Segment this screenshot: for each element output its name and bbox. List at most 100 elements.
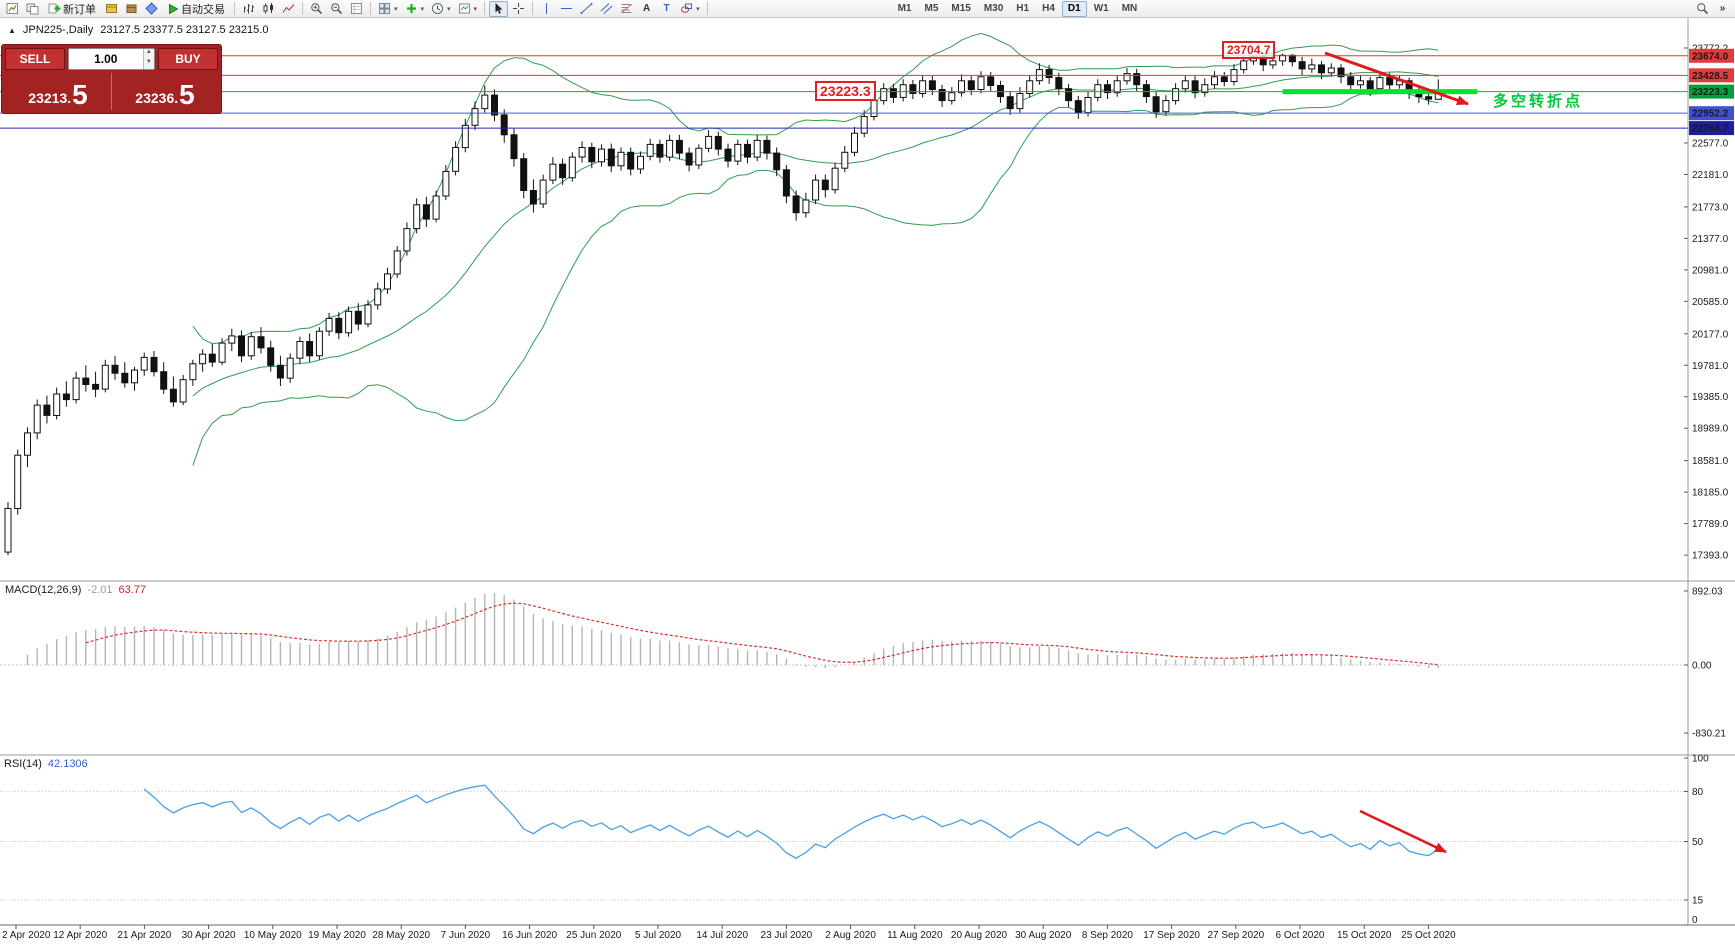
candle-body: [43, 404, 51, 416]
toolbar-overflow-button[interactable]: »: [1713, 1, 1732, 17]
candle-body: [140, 356, 148, 371]
profiles-button[interactable]: [23, 1, 42, 17]
timeframe-M30-button[interactable]: M30: [983, 3, 1004, 14]
date-label[interactable]: 21 Apr 2020: [117, 930, 171, 941]
strategy-tester-button[interactable]: [347, 1, 366, 17]
date-label[interactable]: 30 Apr 2020: [182, 930, 236, 941]
turning-point-label[interactable]: 多空转折点: [1493, 93, 1584, 110]
candle-body: [812, 179, 820, 201]
date-label[interactable]: 5 Jul 2020: [635, 930, 682, 941]
date-label[interactable]: 15 Oct 2020: [1337, 930, 1392, 941]
horizontal-line-tool-button[interactable]: [557, 1, 576, 17]
timeframe-M1-button[interactable]: M1: [897, 3, 912, 14]
candle-body: [62, 393, 70, 401]
buy-button[interactable]: BUY: [158, 48, 218, 70]
text-tool-button[interactable]: A: [637, 1, 656, 17]
label-tool-button[interactable]: T: [657, 1, 676, 17]
price-tick-label: 18581.0: [1692, 456, 1729, 467]
date-label[interactable]: 27 Sep 2020: [1207, 930, 1264, 941]
date-label[interactable]: 17 Sep 2020: [1143, 930, 1200, 941]
new-chart-button[interactable]: [3, 1, 22, 17]
new-order-button[interactable]: 新订单: [43, 1, 101, 17]
price-chart-canvas[interactable]: 23772.222577.022181.021773.021377.020981…: [0, 18, 1735, 946]
channel-tool-button[interactable]: [597, 1, 616, 17]
date-label[interactable]: 16 Jun 2020: [502, 930, 557, 941]
double-chevron-icon: »: [1719, 3, 1726, 14]
date-label[interactable]: 14 Jul 2020: [696, 930, 748, 941]
timeframe-MN-button[interactable]: MN: [1121, 3, 1138, 14]
date-label[interactable]: 7 Jun 2020: [441, 930, 491, 941]
timeframe-D1-button[interactable]: D1: [1061, 0, 1087, 17]
date-label[interactable]: 19 May 2020: [308, 930, 366, 941]
candle-body: [841, 151, 849, 169]
add-indicator-button[interactable]: ▾: [402, 1, 428, 17]
search-button[interactable]: [1693, 1, 1712, 17]
candle-body: [413, 204, 421, 230]
chart-background: [0, 18, 1735, 946]
candle-body: [1288, 54, 1296, 63]
autotrading-button[interactable]: 自动交易: [162, 1, 230, 17]
candle-body: [607, 148, 615, 167]
candle-body: [1181, 80, 1189, 90]
zoom-in-button[interactable]: [307, 1, 326, 17]
new-order-label: 新订单: [63, 3, 96, 16]
price-tag: [1689, 48, 1734, 63]
support-price-annotation[interactable]: 23223.3: [815, 81, 876, 101]
timeframe-M5-button[interactable]: M5: [924, 3, 939, 14]
volume-down-button[interactable]: ▼: [145, 59, 152, 65]
vertical-line-tool-button[interactable]: [537, 1, 556, 17]
date-label[interactable]: 10 May 2020: [244, 930, 302, 941]
date-label[interactable]: 11 Aug 2020: [887, 930, 943, 941]
line-chart-type-button[interactable]: [279, 1, 298, 17]
tile-windows-button[interactable]: ▾: [375, 1, 401, 17]
candle-body: [724, 148, 732, 162]
timeframe-M15-button[interactable]: M15: [951, 3, 971, 14]
peak-price-annotation[interactable]: 23704.7: [1222, 41, 1276, 59]
candle-body: [345, 310, 353, 334]
templates-button[interactable]: ▾: [455, 1, 481, 17]
downtrend-arrow-main[interactable]: [1324, 51, 1469, 106]
date-label[interactable]: 20 Aug 2020: [951, 930, 1008, 941]
date-label[interactable]: 6 Oct 2020: [1276, 930, 1325, 941]
candle-body: [1386, 77, 1394, 86]
date-label[interactable]: 23 Jul 2020: [761, 930, 813, 941]
candle-body: [491, 94, 498, 116]
cursor-tool-button[interactable]: [489, 0, 509, 17]
navigator-button[interactable]: [142, 1, 161, 17]
history-center-button[interactable]: [122, 1, 141, 17]
candle-body: [578, 147, 586, 158]
trendline-tool-button[interactable]: [577, 1, 596, 17]
volume-input[interactable]: [69, 49, 143, 69]
downtrend-arrow-rsi[interactable]: [1359, 809, 1447, 854]
candle-chart-type-button[interactable]: [259, 1, 278, 17]
time-periods-button[interactable]: ▾: [428, 1, 454, 17]
candle-body: [247, 336, 255, 357]
date-label[interactable]: 25 Jun 2020: [566, 930, 621, 941]
candle-body: [257, 336, 265, 349]
one-click-toggle-icon[interactable]: ▲: [8, 25, 16, 35]
main-toolbar: 新订单 自动交易 ▾ ▾ ▾ ▾ A T ▾ M1 M5 M15 M30 H1 H4 D1 W…: [0, 0, 1735, 18]
date-label[interactable]: 2 Aug 2020: [825, 930, 876, 941]
date-label[interactable]: 30 Aug 2020: [1015, 930, 1072, 941]
candle-body: [1279, 54, 1287, 62]
candle-body: [432, 195, 440, 220]
macd-tick-label: 892.03: [1692, 587, 1723, 598]
timeframe-W1-button[interactable]: W1: [1093, 3, 1109, 14]
date-label[interactable]: 8 Sep 2020: [1082, 930, 1134, 941]
zoom-out-button[interactable]: [327, 1, 346, 17]
date-label[interactable]: 12 Apr 2020: [53, 930, 107, 941]
timeframe-H4-button[interactable]: H4: [1042, 3, 1055, 14]
candle-body: [559, 163, 567, 179]
timeframe-H1-button[interactable]: H1: [1016, 3, 1030, 14]
volume-up-button[interactable]: ▲: [145, 49, 152, 55]
bar-chart-type-button[interactable]: [239, 1, 258, 17]
market-watch-button[interactable]: [102, 1, 121, 17]
candle-body: [1142, 84, 1150, 98]
shapes-tool-button[interactable]: ▾: [677, 1, 703, 17]
fibonacci-tool-button[interactable]: [617, 1, 636, 17]
date-label[interactable]: 2 Apr 2020: [2, 930, 51, 941]
crosshair-tool-button[interactable]: [509, 1, 528, 17]
sell-button[interactable]: SELL: [5, 48, 65, 70]
date-label[interactable]: 28 May 2020: [372, 930, 430, 941]
date-label[interactable]: 25 Oct 2020: [1401, 930, 1456, 941]
